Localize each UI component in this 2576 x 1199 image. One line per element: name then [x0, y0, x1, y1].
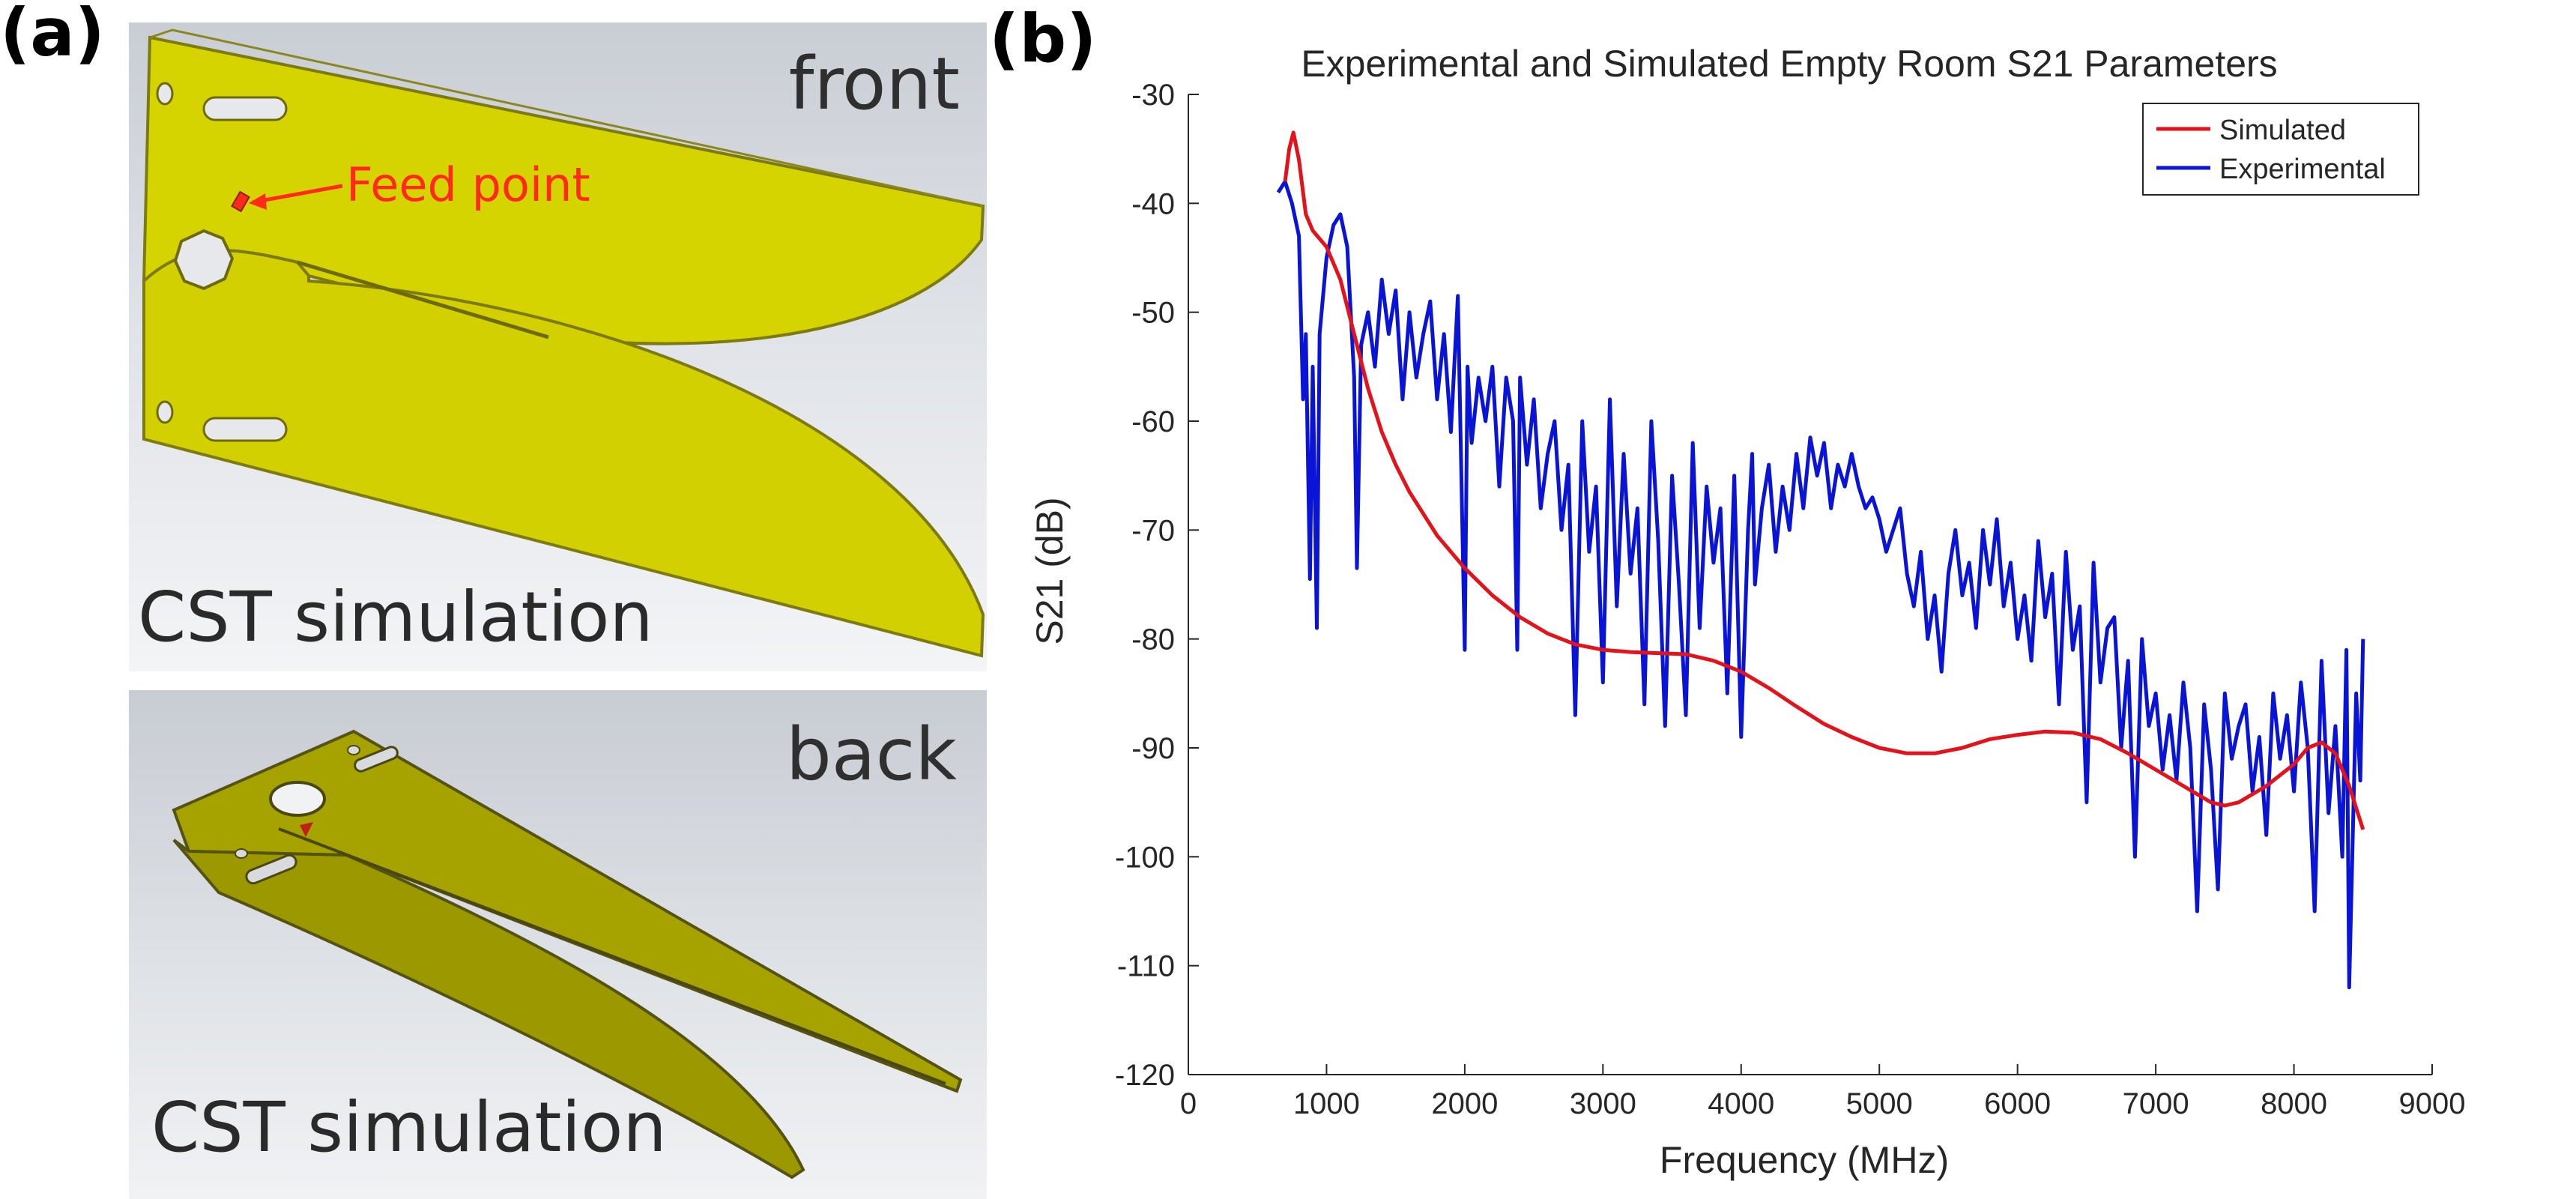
legend-box: [2142, 103, 2419, 196]
feed-arrow: [252, 184, 343, 205]
y-tick-label: -30: [1131, 79, 1175, 112]
x-tick-label: 4000: [1708, 1087, 1774, 1120]
panel-b-label: (b): [989, 0, 1097, 77]
legend-label-simulated: Simulated: [2219, 115, 2346, 146]
x-tick-label: 8000: [2261, 1087, 2327, 1120]
mount-slot-top: [202, 96, 288, 121]
series-line-simulated: [1283, 130, 2365, 830]
antenna-back-hole: [269, 781, 326, 817]
x-tick-label: 1000: [1293, 1087, 1360, 1120]
y-axis-label: S21 (dB): [1029, 497, 1071, 644]
antenna-front-view: front Feed point CST simulation: [129, 22, 987, 671]
antenna-slot: [297, 260, 549, 339]
series-line-experimental: [1276, 179, 2365, 990]
chart-title: Experimental and Simulated Empty Room S2…: [1301, 43, 2277, 85]
y-tick-label: -60: [1131, 405, 1175, 438]
panel-a-label: (a): [0, 0, 105, 71]
x-tick-label: 7000: [2123, 1087, 2189, 1120]
y-tick-label: -90: [1131, 732, 1175, 765]
x-tick-label: 6000: [1984, 1087, 2051, 1120]
antenna-front-drawing: [142, 28, 985, 658]
x-tick-label: 0: [1180, 1087, 1197, 1120]
cst-simulation-label-front: CST simulation: [138, 577, 653, 657]
feed-point-label: Feed point: [346, 157, 590, 212]
y-tick-label: -70: [1131, 514, 1175, 547]
y-tick-label: -80: [1131, 623, 1175, 656]
y-tick-label: -120: [1115, 1059, 1175, 1092]
chart-plot-area: [1276, 130, 2365, 990]
front-view-label: front: [788, 42, 960, 126]
x-axis-label: Frequency (MHz): [1660, 1139, 1949, 1181]
back-view-label: back: [785, 713, 957, 797]
antenna-octagon-hole: [173, 229, 235, 291]
y-tick-label: -50: [1131, 297, 1175, 330]
back-slot-top: [354, 746, 399, 773]
back-feed-marker: [300, 822, 313, 837]
y-tick-label: -40: [1131, 187, 1175, 220]
feed-point-marker: [231, 190, 250, 213]
mount-slot-bottom: [202, 417, 288, 442]
feed-arrowhead: [249, 193, 267, 210]
cst-simulation-label-back: CST simulation: [151, 1087, 667, 1168]
antenna-back-view: back CST simulation: [129, 690, 987, 1199]
mount-hole-bottom-left: [156, 400, 174, 424]
y-tick-label: -100: [1115, 841, 1175, 874]
mount-hole-top-left: [156, 82, 174, 106]
antenna-back-drawing: [172, 729, 963, 1180]
back-slot-bottom: [245, 854, 297, 885]
x-tick-label: 2000: [1431, 1087, 1498, 1120]
y-tick-label: -110: [1117, 950, 1175, 983]
x-tick-label: 5000: [1846, 1087, 1913, 1120]
chart-axes: 0 1000 2000 3000 4000 5000 6000 7000 8000 9000 -30…: [1115, 79, 2466, 1120]
x-tick-label: 9000: [2399, 1087, 2466, 1120]
legend-label-experimental: Experimental: [2219, 154, 2386, 185]
chart-legend: Simulated Experimental: [2142, 103, 2419, 196]
x-tick-label: 3000: [1570, 1087, 1636, 1120]
antenna-back-lower-arm: [172, 839, 805, 1180]
s21-chart: Experimental and Simulated Empty Room S2…: [1029, 43, 2466, 1181]
